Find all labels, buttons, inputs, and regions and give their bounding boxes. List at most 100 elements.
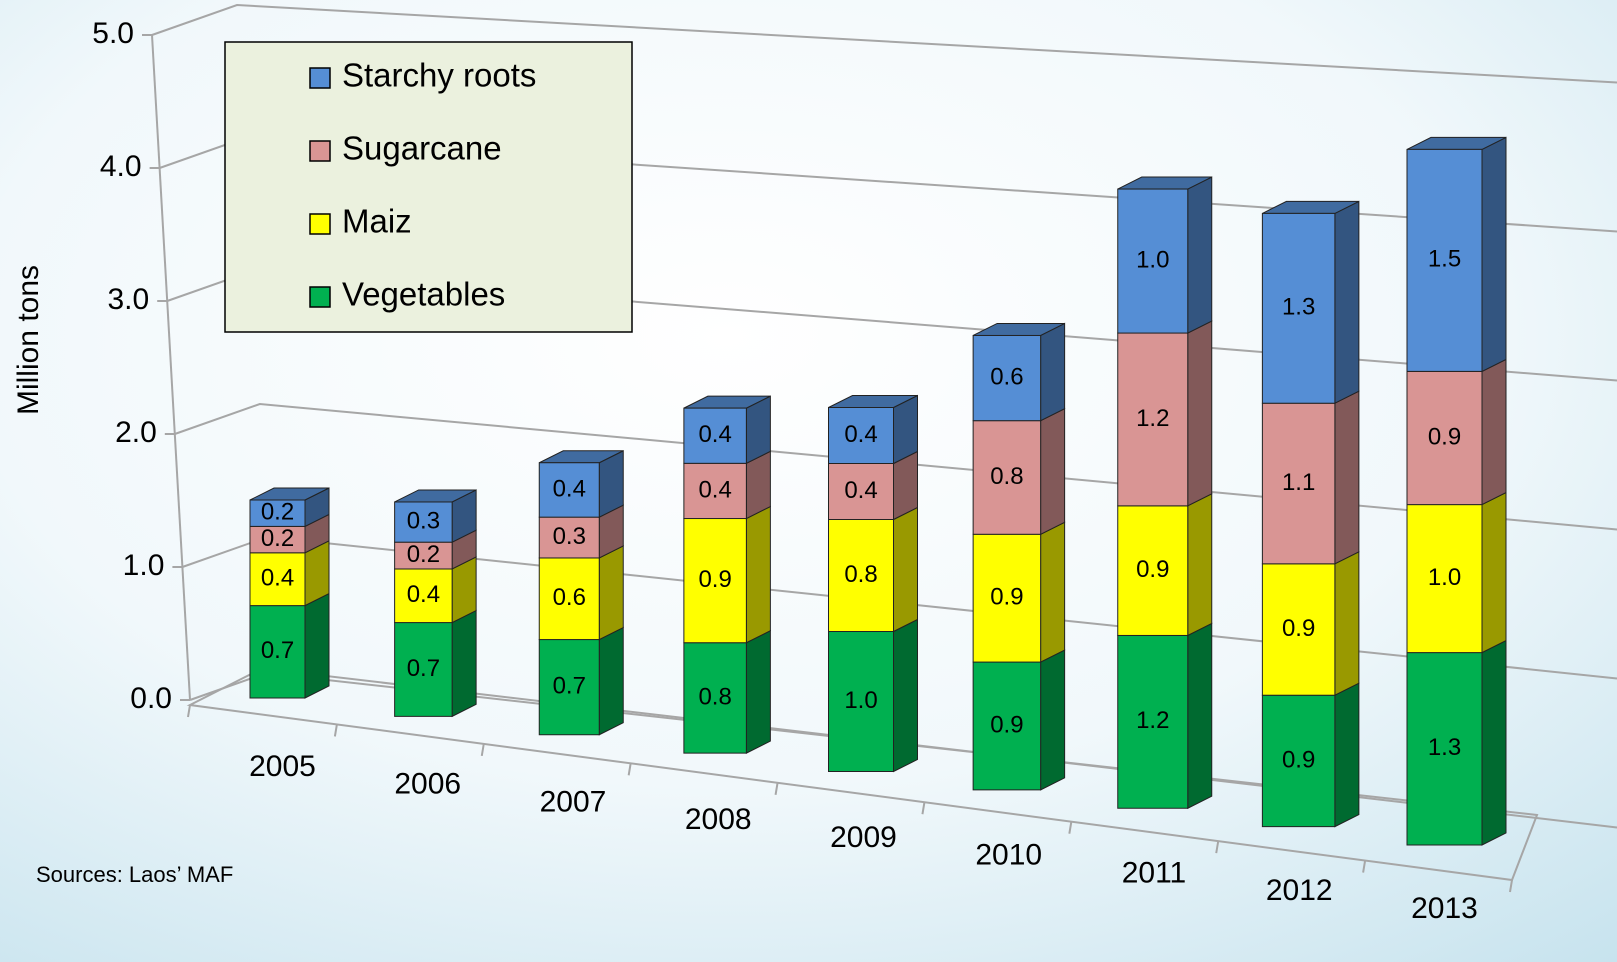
bar-side xyxy=(1040,649,1066,791)
data-label: 0.3 xyxy=(407,507,440,534)
bar-side xyxy=(893,618,918,773)
legend-swatch xyxy=(309,67,331,89)
data-label: 0.9 xyxy=(1282,615,1315,642)
bar-front xyxy=(394,622,453,717)
y-tick-label: 2.0 xyxy=(115,416,157,449)
data-label: 0.9 xyxy=(1428,423,1461,450)
x-tick xyxy=(774,782,779,795)
x-tick xyxy=(627,763,632,776)
legend-label: Starchy roots xyxy=(342,57,536,94)
bar-segment xyxy=(249,592,330,699)
data-label: 1.3 xyxy=(1428,734,1461,761)
x-tick-label: 2012 xyxy=(1266,874,1333,907)
data-label: 0.9 xyxy=(990,584,1023,611)
x-tick xyxy=(1509,879,1513,893)
x-tick xyxy=(1362,860,1367,873)
x-tick-label: 2011 xyxy=(1122,856,1187,889)
data-label: 1.0 xyxy=(844,687,877,714)
bar-segment xyxy=(972,521,1066,663)
data-label: 0.4 xyxy=(553,475,586,502)
bar-segment xyxy=(683,629,771,754)
x-tick xyxy=(480,743,485,757)
bar-front xyxy=(249,499,306,527)
legend-swatch xyxy=(309,140,331,162)
bar-segment xyxy=(972,407,1066,536)
bar-segment xyxy=(1406,491,1507,654)
y-axis-label: Million tons xyxy=(12,265,45,415)
bar-side xyxy=(1334,682,1360,828)
data-label: 0.8 xyxy=(990,463,1023,490)
bar-segment xyxy=(828,394,918,465)
y-tick-label: 0.0 xyxy=(130,682,172,715)
bar-side xyxy=(893,506,918,633)
bar-side xyxy=(745,505,771,644)
y-tick-label: 3.0 xyxy=(107,283,149,316)
x-tick-label: 2008 xyxy=(685,803,752,836)
legend: Starchy roots Sugarcane Maiz Vegetables xyxy=(224,41,633,333)
bar-front xyxy=(394,501,453,543)
bar-front xyxy=(828,407,894,464)
bar-front xyxy=(394,541,453,570)
bar-front xyxy=(1117,505,1189,636)
data-label: 0.7 xyxy=(261,637,294,664)
data-label: 0.2 xyxy=(407,541,440,568)
bar-segment xyxy=(683,395,771,465)
data-label: 0.7 xyxy=(553,672,586,699)
legend-box xyxy=(224,41,633,333)
x-tick-label: 2010 xyxy=(975,839,1042,872)
bar-segment xyxy=(538,545,624,641)
bar-side xyxy=(304,592,330,699)
data-label: 0.9 xyxy=(990,711,1023,738)
bar-segment xyxy=(1117,176,1213,334)
y-tick-label: 1.0 xyxy=(123,549,165,582)
bar-segment xyxy=(972,322,1066,422)
bar-front xyxy=(683,642,747,754)
bar-front xyxy=(249,605,306,699)
bar-segment xyxy=(683,505,771,644)
bar-front xyxy=(972,334,1042,422)
bar-front xyxy=(1406,148,1483,372)
bar-front xyxy=(1117,634,1189,809)
legend-label: Vegetables xyxy=(342,276,505,313)
grid-line xyxy=(151,3,1617,84)
data-label: 0.4 xyxy=(698,421,731,448)
data-label: 0.8 xyxy=(844,561,877,588)
x-tick-label: 2005 xyxy=(249,750,316,783)
bar-side xyxy=(1187,176,1213,334)
data-label: 0.8 xyxy=(698,683,731,710)
data-label: 1.2 xyxy=(1136,405,1169,432)
bar-segment xyxy=(538,449,624,518)
legend-swatch xyxy=(309,213,331,235)
data-label: 0.4 xyxy=(407,581,440,608)
bar-side xyxy=(1187,493,1213,637)
y-tick-label: 4.0 xyxy=(100,150,142,183)
bar-front xyxy=(1406,652,1483,846)
source-note: Sources: Laos’ MAF xyxy=(36,862,233,887)
data-label: 0.9 xyxy=(1282,746,1315,773)
bar-side xyxy=(451,609,477,718)
bar-segment xyxy=(1406,358,1507,506)
x-tick xyxy=(187,704,191,718)
legend-label: Maiz xyxy=(342,203,412,240)
bar-segment xyxy=(683,450,771,520)
bar-front xyxy=(972,420,1042,535)
bar-side xyxy=(1334,551,1360,697)
x-tick-label: 2009 xyxy=(830,821,897,854)
bar-segment xyxy=(1261,200,1360,405)
x-tick-label: 2006 xyxy=(394,768,461,801)
bar-front xyxy=(828,631,894,772)
bar-segment xyxy=(1406,136,1507,373)
bar-front xyxy=(249,552,306,607)
x-tick xyxy=(921,802,926,815)
bar-front xyxy=(538,516,600,559)
data-label: 1.2 xyxy=(1136,707,1169,734)
data-label: 1.1 xyxy=(1282,469,1315,496)
floor xyxy=(186,670,1539,893)
data-label: 1.0 xyxy=(1428,564,1461,591)
bar-front xyxy=(1406,370,1483,506)
bar-front xyxy=(683,518,747,644)
data-label: 0.6 xyxy=(553,584,586,611)
data-label: 0.9 xyxy=(698,566,731,593)
bar-front xyxy=(538,639,600,736)
